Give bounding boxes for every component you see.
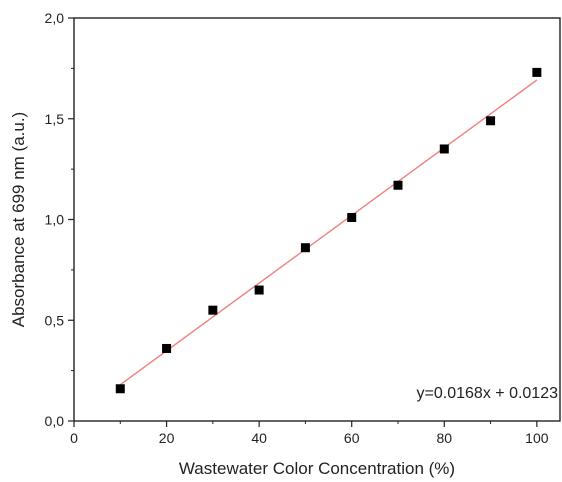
x-tick-label: 20	[159, 430, 175, 446]
y-axis-title: Absorbance at 699 nm (a.u.)	[9, 112, 28, 327]
data-point	[486, 116, 495, 125]
fit-line	[120, 80, 537, 385]
chart-labels-layer: Wastewater Color Concentration (%) Absor…	[9, 112, 558, 478]
data-point	[208, 306, 217, 315]
x-tick-label: 100	[525, 430, 549, 446]
x-tick-label: 40	[251, 430, 267, 446]
data-point	[116, 384, 125, 393]
y-tick-label: 2,0	[45, 10, 65, 26]
fit-line-layer	[120, 80, 537, 385]
x-tick-label: 0	[70, 430, 78, 446]
x-tick-label: 60	[344, 430, 360, 446]
chart-axes: 0 20 40 60 80 100 0,0 0,5 1,0 1,5 2,0	[45, 10, 560, 446]
data-point	[394, 181, 403, 190]
data-point	[532, 68, 541, 77]
y-tick-label: 1,5	[45, 111, 65, 127]
data-point	[255, 286, 264, 295]
y-tick-label: 0,0	[45, 413, 65, 429]
data-points-layer	[116, 68, 542, 393]
x-tick-label: 80	[436, 430, 452, 446]
plot-frame	[74, 18, 560, 421]
x-axis-title: Wastewater Color Concentration (%)	[179, 459, 455, 478]
y-tick-label: 1,0	[45, 212, 65, 228]
y-tick-label: 0,5	[45, 312, 65, 328]
data-point	[440, 144, 449, 153]
data-point	[347, 213, 356, 222]
fit-equation-label: y=0.0168x + 0.0123	[417, 385, 559, 402]
data-point	[162, 344, 171, 353]
data-point	[301, 243, 310, 252]
